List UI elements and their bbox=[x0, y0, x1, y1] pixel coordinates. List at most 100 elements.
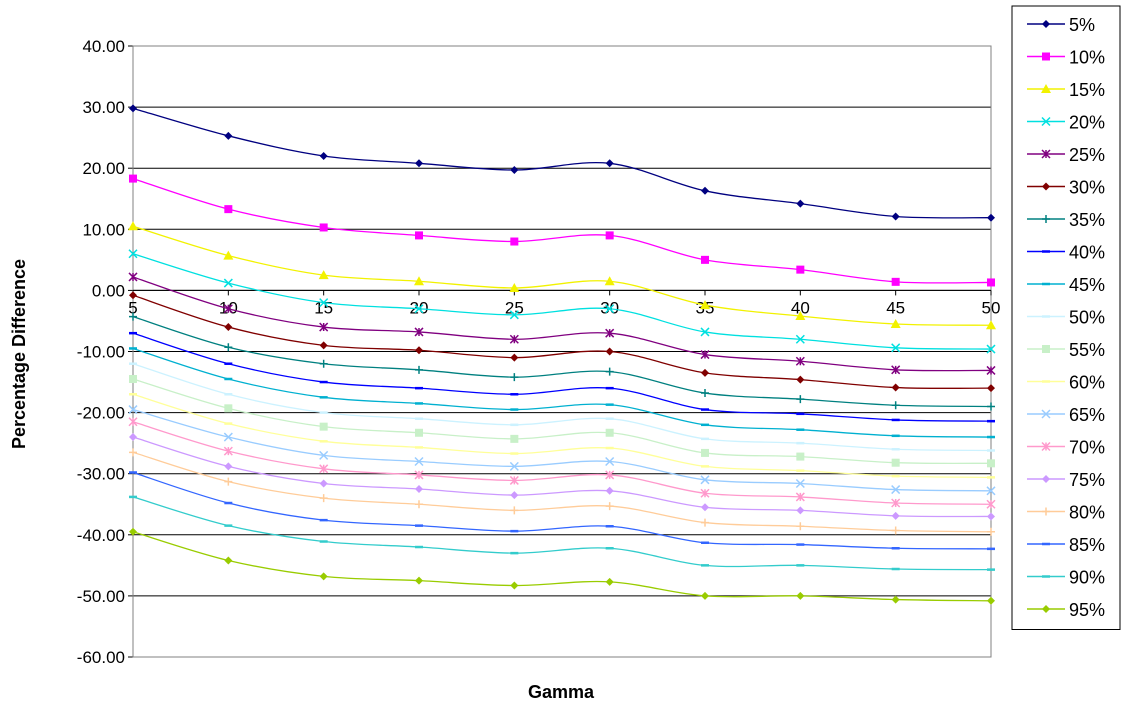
legend-label: 80% bbox=[1069, 503, 1105, 523]
legend-label: 25% bbox=[1069, 145, 1105, 165]
series-line bbox=[132, 225, 992, 326]
data-point bbox=[509, 334, 519, 344]
legend-entry: 15% bbox=[1027, 80, 1105, 100]
data-point bbox=[224, 343, 233, 352]
data-point bbox=[415, 576, 423, 585]
legend-label: 40% bbox=[1069, 243, 1105, 263]
data-point bbox=[510, 237, 519, 246]
data-point bbox=[224, 404, 233, 413]
legend-label: 5% bbox=[1069, 15, 1095, 35]
legend-label: 90% bbox=[1069, 568, 1105, 588]
data-point bbox=[128, 272, 138, 282]
series-line bbox=[132, 294, 992, 390]
legend-marker bbox=[1042, 215, 1050, 223]
data-point bbox=[701, 389, 709, 398]
data-point bbox=[987, 402, 995, 411]
series-line bbox=[132, 276, 992, 372]
legend-entry: 80% bbox=[1027, 503, 1105, 523]
data-point bbox=[129, 291, 137, 300]
series-25pct bbox=[128, 272, 996, 375]
series-line bbox=[132, 436, 992, 518]
legend-entry: 65% bbox=[1027, 405, 1105, 425]
data-point bbox=[509, 461, 519, 471]
series-line bbox=[132, 253, 992, 350]
data-point bbox=[605, 347, 614, 356]
series-lines bbox=[128, 104, 996, 605]
data-point bbox=[890, 319, 901, 329]
legend-label: 50% bbox=[1069, 308, 1105, 328]
legend-label: 20% bbox=[1069, 113, 1105, 133]
data-point bbox=[891, 383, 900, 392]
series-line bbox=[132, 471, 992, 550]
y-tick-label: -60.00 bbox=[77, 648, 125, 667]
data-point bbox=[605, 456, 615, 467]
data-point bbox=[987, 213, 995, 222]
data-point bbox=[986, 499, 996, 509]
series-45pct bbox=[129, 347, 995, 439]
data-point bbox=[987, 459, 995, 468]
data-point bbox=[701, 591, 709, 600]
data-point bbox=[891, 511, 900, 520]
legend-entry: 45% bbox=[1027, 275, 1105, 295]
data-point bbox=[509, 310, 519, 320]
data-point bbox=[319, 151, 328, 160]
legend-marker bbox=[1042, 345, 1050, 353]
legend-label: 95% bbox=[1069, 600, 1105, 620]
data-point bbox=[605, 304, 615, 314]
data-point bbox=[986, 320, 996, 330]
data-point bbox=[414, 276, 424, 286]
legend-label: 85% bbox=[1069, 535, 1105, 555]
data-point bbox=[891, 498, 901, 508]
gridlines bbox=[128, 45, 991, 658]
data-point bbox=[415, 428, 423, 437]
data-point bbox=[795, 311, 806, 321]
data-point bbox=[319, 422, 328, 431]
data-point bbox=[128, 249, 138, 259]
data-point bbox=[223, 278, 233, 288]
series-90pct bbox=[129, 495, 995, 571]
series-line bbox=[132, 378, 992, 465]
legend-entry: 20% bbox=[1027, 113, 1105, 133]
data-point bbox=[509, 475, 519, 485]
legend: 5% 10% 15% 20% 25% 30% 35% 40% 45% 50% 55% 60% 65% 70… bbox=[1011, 5, 1121, 630]
series-line bbox=[132, 332, 992, 422]
data-point bbox=[605, 470, 615, 480]
data-point bbox=[701, 255, 709, 264]
data-point bbox=[986, 344, 996, 354]
series-line bbox=[132, 316, 992, 408]
data-point bbox=[129, 433, 137, 442]
data-point bbox=[129, 448, 137, 457]
data-point bbox=[605, 231, 614, 240]
legend-entry: 90% bbox=[1027, 568, 1105, 588]
data-point bbox=[796, 452, 805, 461]
data-point bbox=[129, 104, 137, 113]
data-point bbox=[510, 506, 519, 515]
legend-marker bbox=[1042, 507, 1050, 516]
x-tick-label: 40 bbox=[791, 298, 810, 317]
data-point bbox=[891, 595, 900, 604]
data-point bbox=[605, 577, 614, 586]
series-40pct bbox=[129, 331, 995, 423]
data-point bbox=[128, 417, 138, 427]
data-point bbox=[129, 527, 137, 536]
data-point bbox=[319, 322, 329, 332]
data-point bbox=[223, 446, 233, 456]
data-point bbox=[986, 365, 996, 375]
data-point bbox=[891, 401, 900, 410]
legend-label: 35% bbox=[1069, 210, 1105, 230]
data-point bbox=[319, 359, 328, 368]
y-tick-label: -30.00 bbox=[77, 465, 125, 484]
data-point bbox=[224, 462, 233, 471]
data-point bbox=[700, 475, 710, 485]
legend-entry: 70% bbox=[1027, 438, 1105, 458]
data-point bbox=[415, 346, 423, 355]
legend-entry: 60% bbox=[1027, 373, 1105, 393]
data-point bbox=[891, 212, 900, 221]
series-70pct bbox=[128, 417, 996, 509]
legend-marker bbox=[1042, 182, 1050, 191]
series-55pct bbox=[129, 374, 995, 468]
legend-entry: 35% bbox=[1027, 210, 1105, 230]
data-point bbox=[891, 458, 900, 467]
data-point bbox=[319, 464, 329, 474]
x-tick-label: 50 bbox=[982, 298, 1001, 317]
